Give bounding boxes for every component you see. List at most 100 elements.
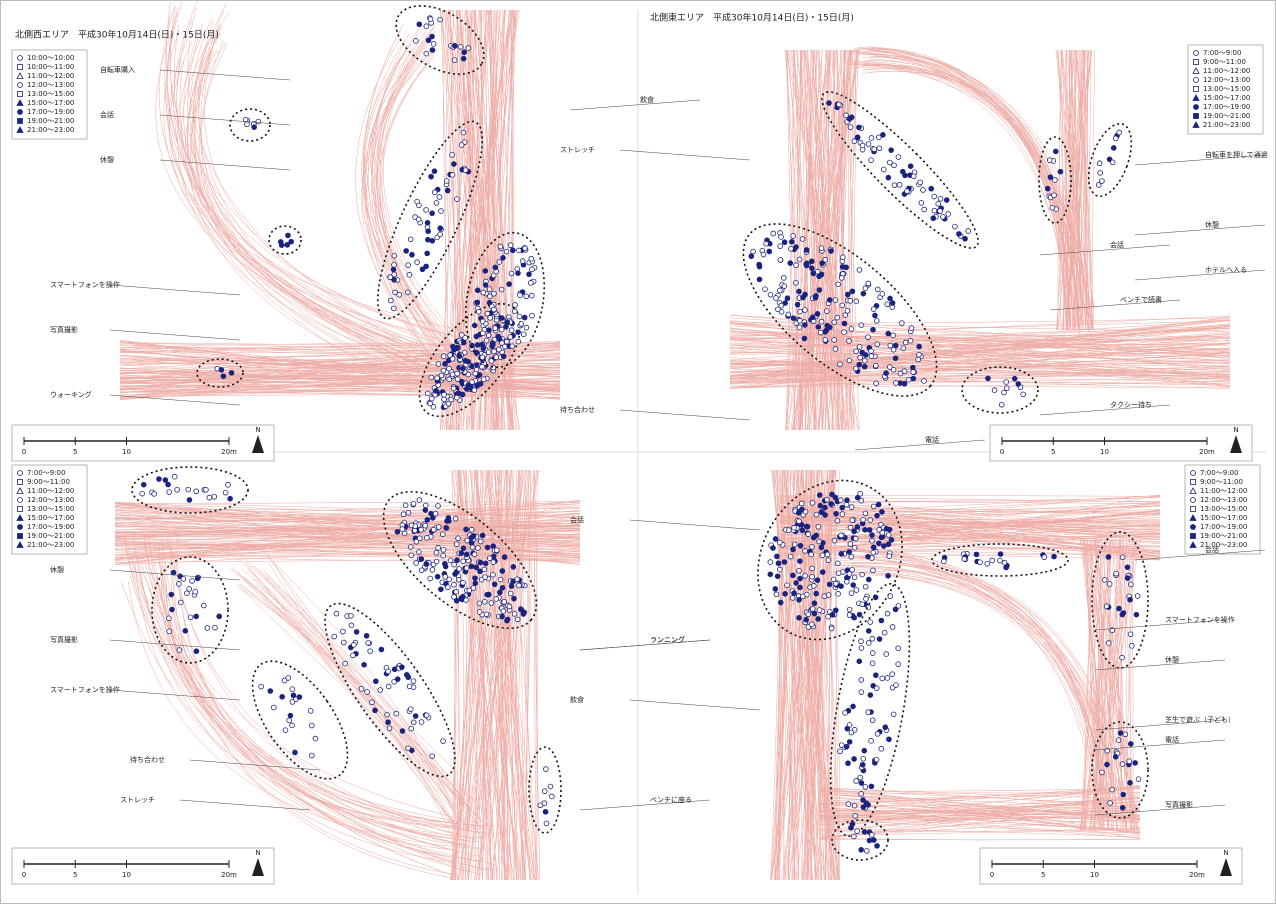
point — [855, 495, 860, 500]
point — [874, 381, 879, 386]
legend-symbol — [1191, 534, 1196, 539]
point — [500, 569, 505, 574]
point — [932, 208, 937, 213]
point — [365, 690, 370, 695]
point — [764, 241, 769, 246]
point — [313, 736, 318, 741]
point — [1121, 792, 1126, 797]
point — [842, 330, 847, 335]
point — [974, 552, 979, 557]
point — [408, 237, 413, 242]
point — [459, 143, 464, 148]
point — [873, 673, 878, 678]
point — [349, 623, 354, 628]
point — [465, 538, 470, 543]
point — [835, 561, 840, 566]
point — [875, 287, 880, 292]
point — [869, 738, 874, 743]
point — [860, 762, 865, 767]
point — [493, 265, 498, 270]
point — [1106, 641, 1111, 646]
point — [833, 495, 838, 500]
annotation: ホテルへ入る — [1205, 266, 1247, 274]
point — [452, 594, 457, 599]
point — [523, 246, 528, 251]
point — [833, 298, 838, 303]
point — [840, 512, 845, 517]
point — [1110, 160, 1115, 165]
point — [438, 226, 443, 231]
point — [1110, 787, 1115, 792]
point — [486, 328, 491, 333]
point — [431, 527, 436, 532]
point — [469, 564, 474, 569]
point — [400, 729, 405, 734]
point — [268, 689, 273, 694]
point — [820, 261, 825, 266]
point — [501, 609, 506, 614]
point — [152, 491, 157, 496]
point — [889, 148, 894, 153]
point — [450, 152, 455, 157]
point — [429, 511, 434, 516]
point — [819, 319, 824, 324]
point — [834, 511, 839, 516]
point — [791, 316, 796, 321]
point — [178, 600, 183, 605]
point — [886, 573, 891, 578]
point — [416, 217, 421, 222]
point — [1012, 376, 1017, 381]
point — [817, 539, 822, 544]
point — [446, 401, 451, 406]
point — [205, 626, 210, 631]
point — [490, 572, 495, 577]
point — [461, 559, 466, 564]
annotation: 待ち合わせ — [560, 405, 595, 414]
point — [918, 180, 923, 185]
point — [542, 801, 547, 806]
point — [963, 236, 968, 241]
area-title: 北側西エリア 平成30年10月14日(日)・15日(月) — [15, 29, 219, 41]
point — [507, 282, 512, 287]
point — [455, 371, 460, 376]
scale-label: 5 — [1041, 871, 1045, 879]
point — [549, 794, 554, 799]
point — [1117, 130, 1122, 135]
point — [217, 614, 222, 619]
point — [212, 494, 217, 499]
annotation: スマートフォンを操作 — [50, 685, 120, 694]
legend-symbol — [18, 119, 23, 124]
point — [280, 694, 285, 699]
legend-label: 7:00〜9:00 — [1200, 469, 1238, 477]
point — [188, 615, 193, 620]
point — [809, 259, 814, 264]
point — [461, 594, 466, 599]
point — [903, 173, 908, 178]
point — [458, 44, 463, 49]
point — [245, 122, 250, 127]
point — [751, 249, 756, 254]
point — [875, 731, 880, 736]
point — [810, 607, 815, 612]
point — [797, 615, 802, 620]
point — [476, 309, 481, 314]
point — [411, 679, 416, 684]
point — [512, 611, 517, 616]
legend-label: 21:00〜23:00 — [27, 541, 74, 549]
point — [455, 558, 460, 563]
point — [1052, 193, 1057, 198]
point — [483, 575, 488, 580]
point — [867, 838, 872, 843]
point — [435, 376, 440, 381]
point — [798, 309, 803, 314]
point — [401, 512, 406, 517]
point — [844, 265, 849, 270]
point — [434, 559, 439, 564]
legend-symbol — [1194, 114, 1199, 119]
point — [820, 553, 825, 558]
point — [864, 596, 869, 601]
point — [419, 527, 424, 532]
point — [424, 51, 429, 56]
point — [450, 172, 455, 177]
point — [223, 490, 228, 495]
